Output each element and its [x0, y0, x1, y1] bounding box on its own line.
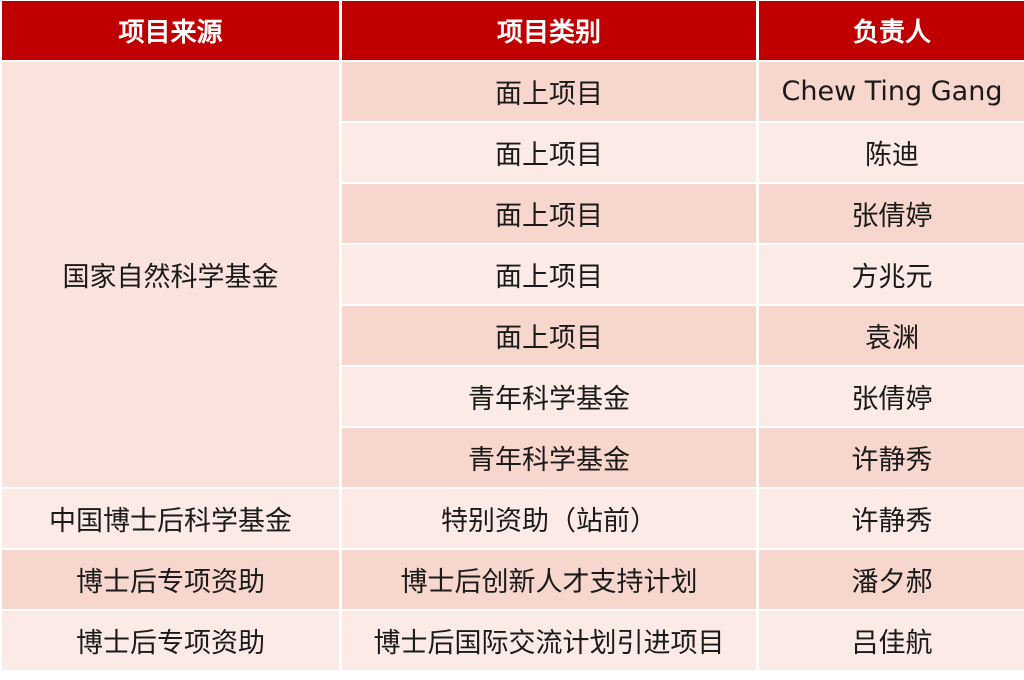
table-row: 博士后专项资助 博士后创新人才支持计划 潘夕郝 [2, 550, 1024, 609]
table-row: 面上项目 陈迪 [2, 123, 1024, 182]
person-cell: 许静秀 [759, 489, 1024, 548]
person-cell: 方兆元 [759, 245, 1024, 304]
category-cell: 面上项目 [342, 123, 756, 182]
category-cell: 博士后国际交流计划引进项目 [342, 611, 756, 670]
table-row: 国家自然科学基金 面上项目 Chew Ting Gang [2, 62, 1024, 487]
table-row: 博士后专项资助 博士后国际交流计划引进项目 吕佳航 [2, 611, 1024, 670]
category-cell: 博士后创新人才支持计划 [342, 550, 756, 609]
category-cell: 面上项目 [342, 184, 756, 243]
header-category: 项目类别 [342, 1, 756, 60]
table-row: 面上项目 袁渊 [2, 306, 1024, 365]
person-cell: 吕佳航 [759, 611, 1024, 670]
person-cell: 潘夕郝 [759, 550, 1024, 609]
person-cell: 张倩婷 [759, 184, 1024, 243]
category-cell: 面上项目 [342, 62, 756, 121]
person-cell: 张倩婷 [759, 367, 1024, 426]
table-row: 面上项目 张倩婷 [2, 184, 1024, 243]
header-person: 负责人 [759, 1, 1024, 60]
source-cell: 博士后专项资助 [2, 611, 339, 670]
header-source: 项目来源 [2, 1, 339, 60]
category-cell: 青年科学基金 [342, 428, 756, 487]
category-cell: 面上项目 [342, 306, 756, 365]
table-row: 面上项目 方兆元 [2, 245, 1024, 304]
category-cell: 青年科学基金 [342, 367, 756, 426]
table-row: 青年科学基金 张倩婷 [2, 367, 1024, 426]
table-row: 青年科学基金 许静秀 [2, 428, 1024, 487]
header-row: 项目来源 项目类别 负责人 [2, 1, 1024, 60]
person-cell: Chew Ting Gang [759, 62, 1024, 121]
table-row: 中国博士后科学基金 特别资助（站前） 许静秀 [2, 489, 1024, 548]
category-cell: 面上项目 [342, 245, 756, 304]
person-cell: 许静秀 [759, 428, 1024, 487]
person-cell: 陈迪 [759, 123, 1024, 182]
source-cell: 博士后专项资助 [2, 550, 339, 609]
source-cell: 中国博士后科学基金 [2, 489, 339, 548]
person-cell: 袁渊 [759, 306, 1024, 365]
source-cell: 国家自然科学基金 [2, 62, 339, 487]
category-cell: 特别资助（站前） [342, 489, 756, 548]
